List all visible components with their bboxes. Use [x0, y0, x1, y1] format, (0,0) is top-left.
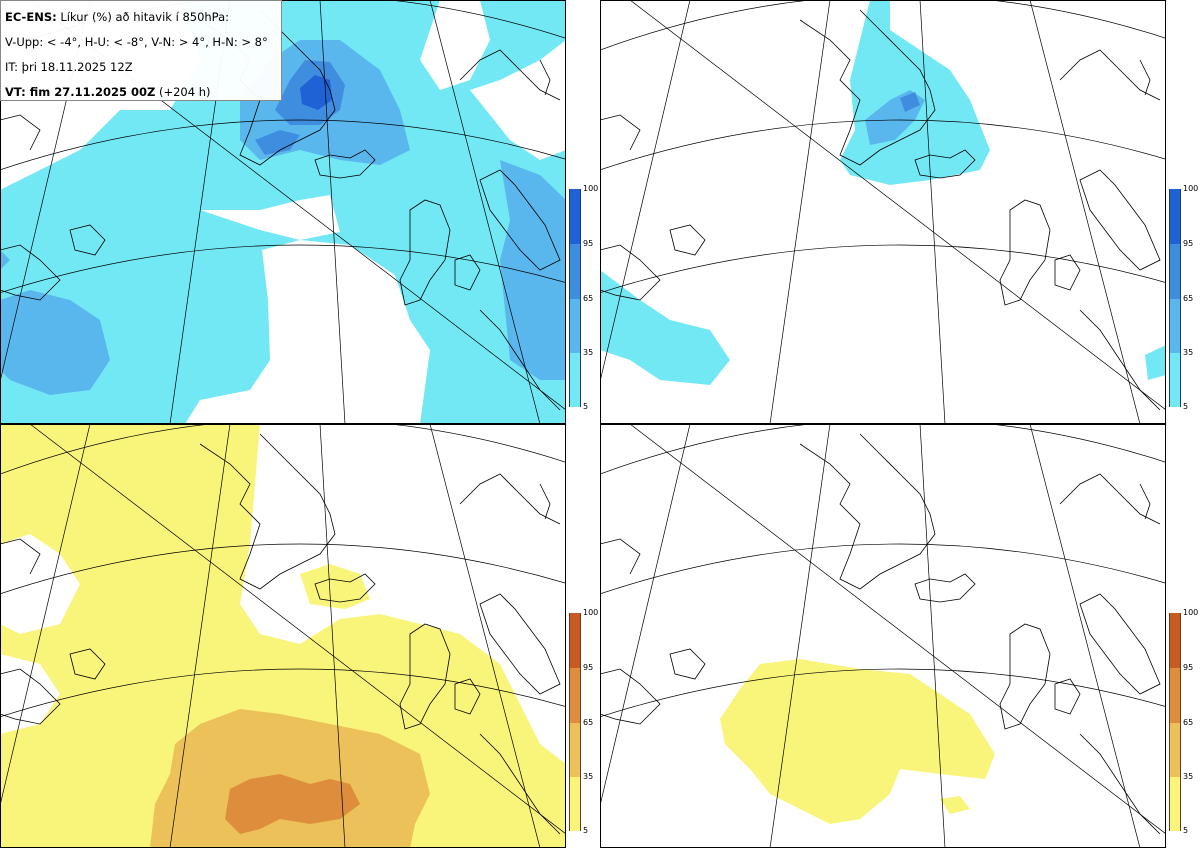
map-panel-upper-left [0, 0, 566, 424]
colorbar-tick: 95 [583, 663, 594, 672]
colorbar-tick: 65 [1183, 718, 1194, 727]
colorbar-tick: 100 [1183, 184, 1199, 193]
colorbar-segment [1169, 299, 1181, 353]
colorbar-segment [569, 353, 581, 407]
colorbar-tick: 5 [583, 826, 589, 835]
map-upper-right [600, 0, 1166, 424]
colorbar-upper-left: 100 95 65 35 5 [569, 185, 598, 411]
title-line-1: EC-ENS: Líkur (%) að hitavik í 850hPa: [5, 10, 230, 24]
title-line-4: VT: fim 27.11.2025 00Z (+204 h) [5, 85, 211, 99]
colorbar-segment [569, 777, 581, 831]
map-lower-left [0, 424, 566, 848]
colorbar-segment [569, 613, 581, 668]
colorbar-tick: 100 [583, 184, 599, 193]
colorbar-tick: 65 [1183, 294, 1194, 303]
map-panel-upper-right [600, 0, 1166, 424]
colorbar-segment [569, 299, 581, 353]
colorbar-segment [569, 189, 581, 244]
colorbar-tick: 95 [583, 239, 594, 248]
map-panel-lower-left [0, 424, 566, 848]
colorbar-segment [1169, 777, 1181, 831]
colorbar-tick: 95 [1183, 663, 1194, 672]
colorbar-segment [569, 668, 581, 723]
colorbar-tick: 95 [1183, 239, 1194, 248]
colorbar-segment [569, 723, 581, 777]
colorbar-tick: 35 [1183, 348, 1194, 357]
colorbar-tick: 35 [583, 348, 594, 357]
colorbar-tick: 35 [583, 772, 594, 781]
colorbar-tick: 5 [1183, 402, 1189, 411]
colorbar-tick: 5 [1183, 826, 1189, 835]
colorbar-tick: 100 [1183, 608, 1199, 617]
title-line-3: IT: þri 18.11.2025 12Z [5, 60, 133, 74]
colorbar-lower-right: 100 95 65 35 5 [1169, 609, 1198, 835]
colorbar-segment [1169, 353, 1181, 407]
colorbar-tick: 100 [583, 608, 599, 617]
colorbar-lower-left: 100 95 65 35 5 [569, 609, 598, 835]
map-panel-lower-right [600, 424, 1166, 848]
colorbar-upper-right: 100 95 65 35 5 [1169, 185, 1198, 411]
title-line-2: V-Upp: < -4°, H-U: < -8°, V-N: > 4°, H-N… [5, 35, 268, 49]
colorbar-tick: 65 [583, 294, 594, 303]
map-lower-right [600, 424, 1166, 848]
colorbar-segment [1169, 668, 1181, 723]
title-box: EC-ENS: Líkur (%) að hitavik í 850hPa: V… [0, 0, 282, 101]
colorbar-segment [569, 244, 581, 299]
colorbar-segment [1169, 189, 1181, 244]
colorbar-segment [1169, 723, 1181, 777]
colorbar-segment [1169, 244, 1181, 299]
colorbar-tick: 65 [583, 718, 594, 727]
colorbar-tick: 5 [583, 402, 589, 411]
colorbar-tick: 35 [1183, 772, 1194, 781]
colorbar-segment [1169, 613, 1181, 668]
